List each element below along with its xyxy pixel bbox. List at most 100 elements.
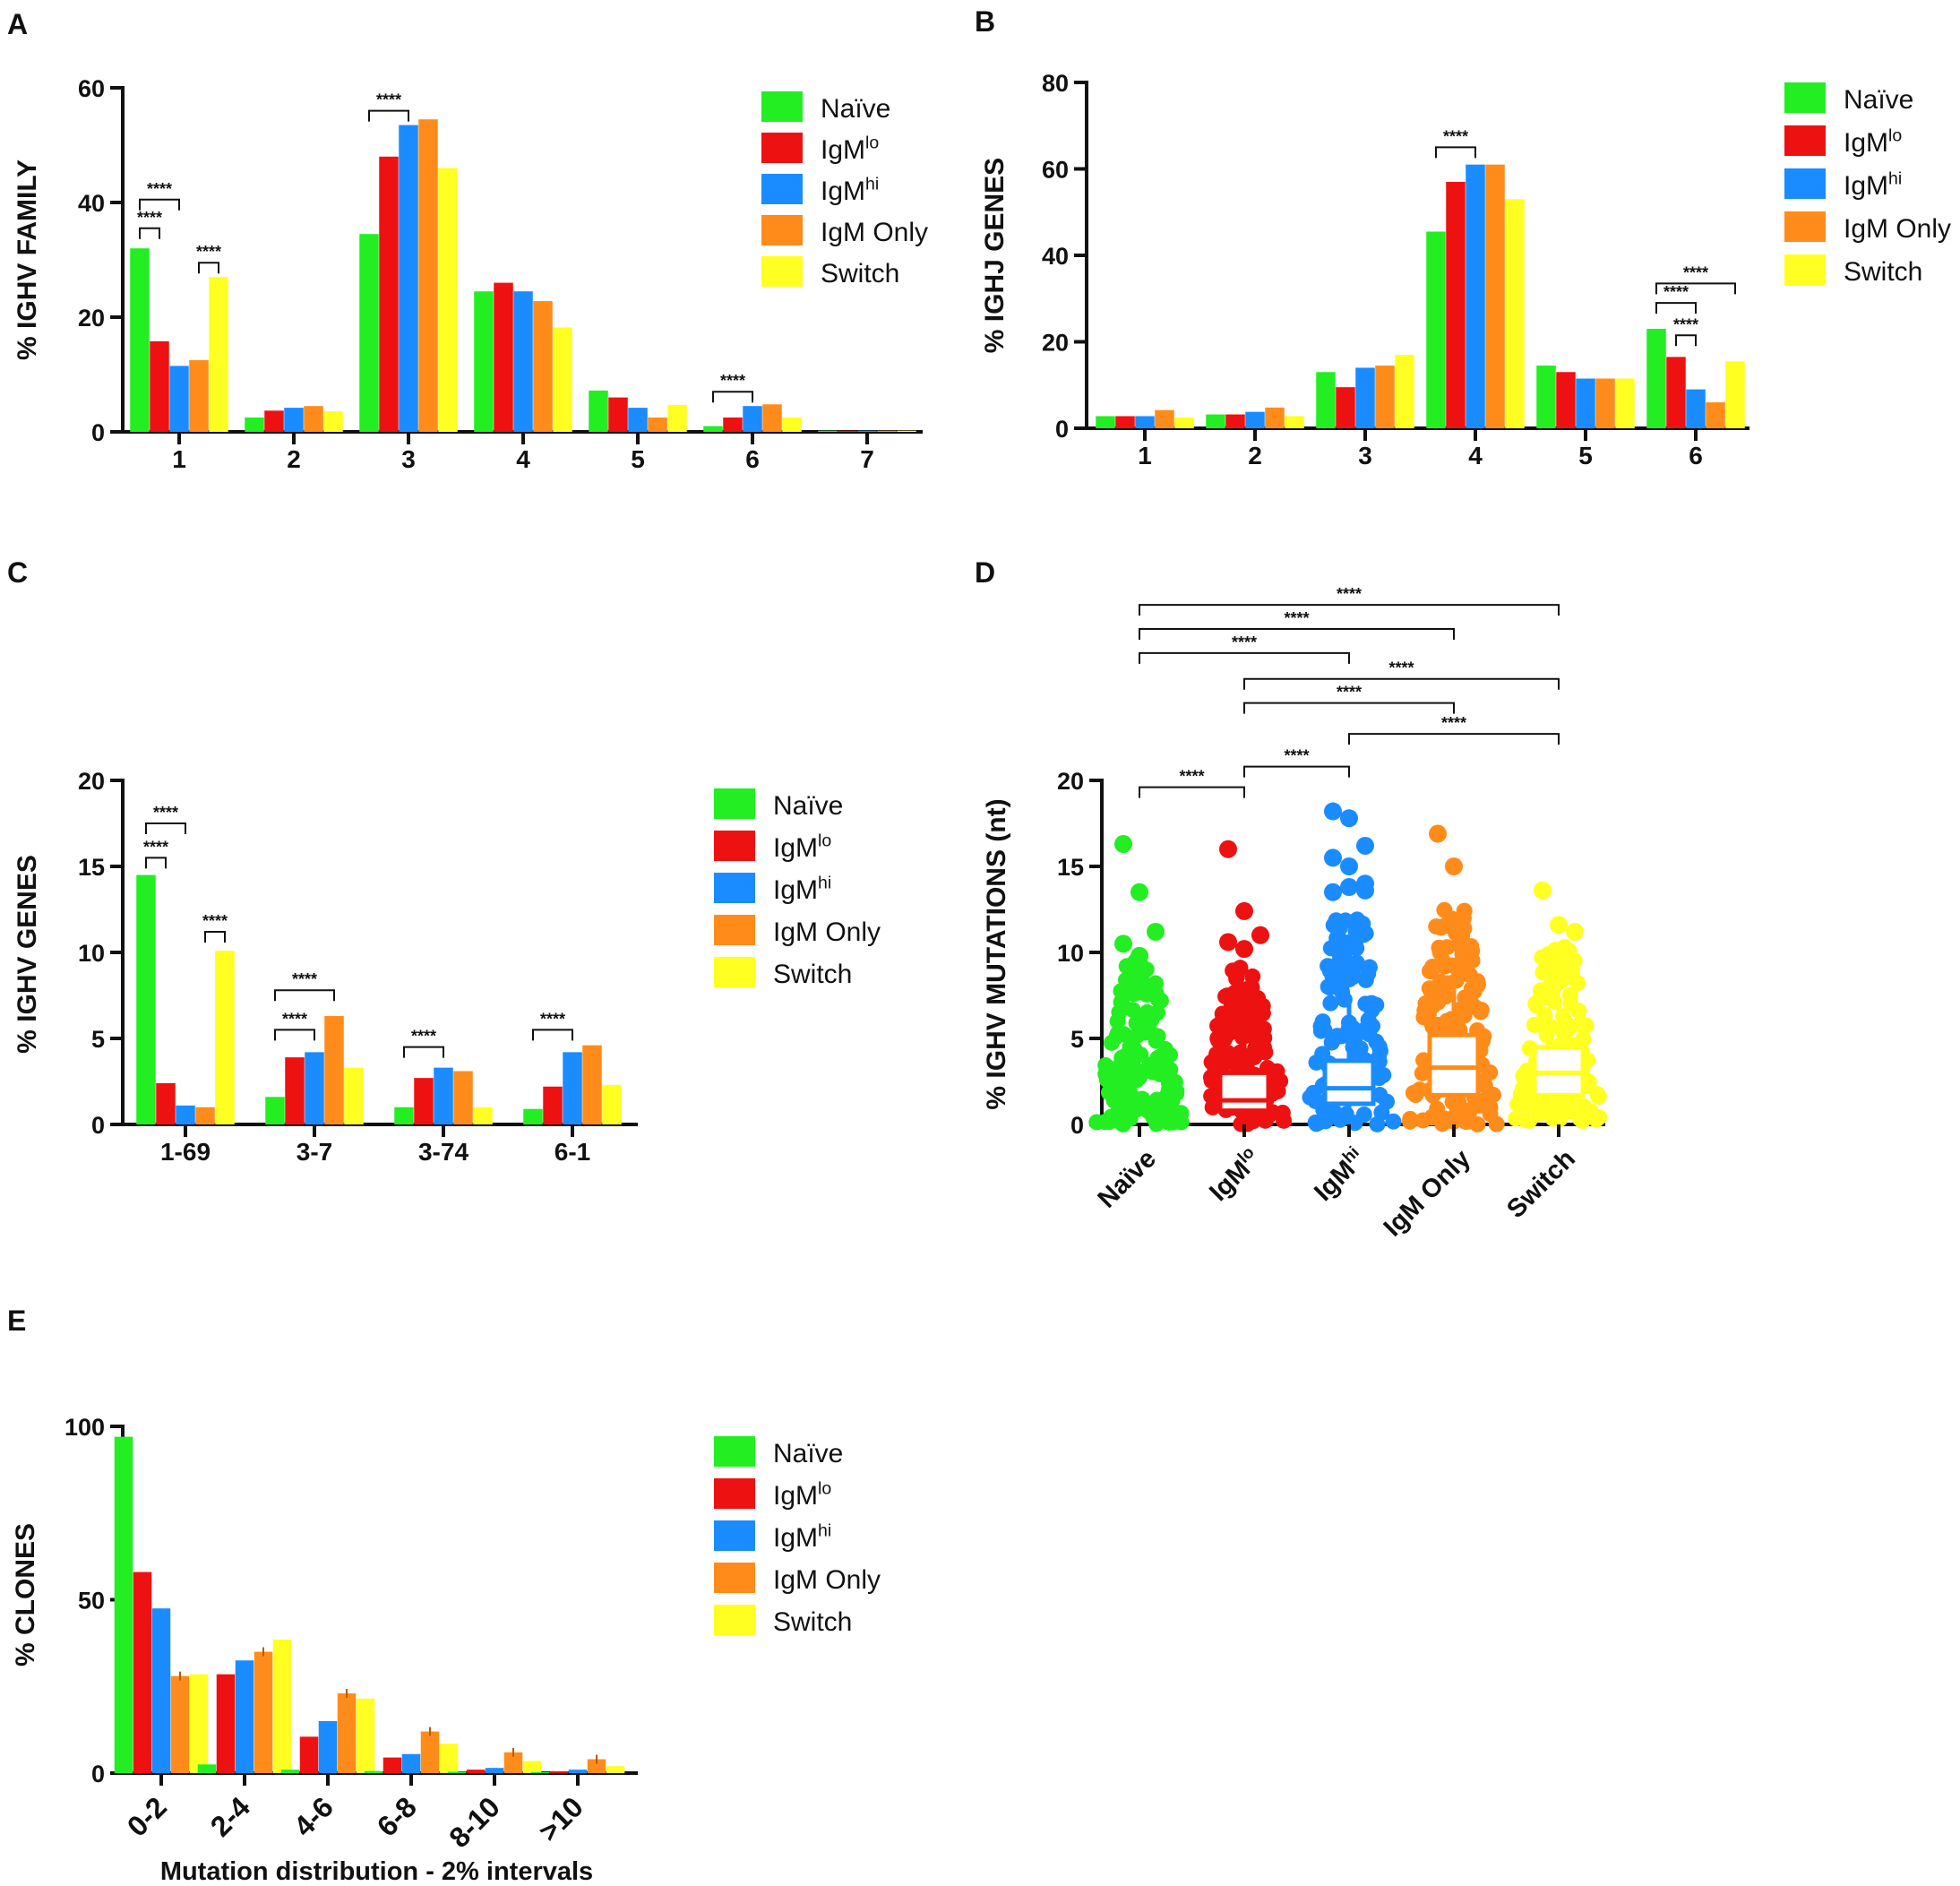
bar-igmhi (401, 1753, 421, 1773)
data-point-igmhi (1371, 1087, 1388, 1104)
bar-igmlo (466, 1770, 486, 1773)
legend-label-igmonly: IgM Only (773, 1565, 881, 1595)
significance-label: **** (1284, 609, 1309, 627)
significance-bracket (532, 1029, 573, 1041)
outlier-point-igmhi (1324, 802, 1342, 821)
bar-igmhi (434, 1067, 453, 1124)
bar-naive (523, 1108, 543, 1124)
data-point-igmhi (1371, 1043, 1388, 1060)
x-tick-label: 3-74 (418, 1138, 469, 1166)
x-tick-label: 2 (1248, 442, 1262, 469)
data-point-igmhi (1361, 1026, 1378, 1043)
significance-bracket (274, 989, 335, 1002)
panel-D: D % IGHV MUTATIONS (nt) 0 5 10 15 20 Naïve IgMlo… (975, 556, 1608, 1243)
legend-swatch-igmonly (761, 215, 803, 245)
bar-igmlo (150, 340, 169, 432)
bar-igmonly (877, 430, 897, 432)
data-point-igmonly (1430, 994, 1447, 1011)
data-point-naive (1132, 1046, 1149, 1064)
bar-switch (1505, 199, 1525, 428)
data-point-switch (1570, 1003, 1587, 1020)
bar-igmlo (838, 430, 857, 432)
data-point-igmlo (1226, 997, 1243, 1014)
data-point-naive (1145, 1109, 1162, 1126)
legend-label-igmhi-sup: hi (818, 874, 831, 893)
data-point-igmonly (1439, 939, 1456, 956)
bar-switch (606, 1766, 625, 1773)
y-tick-label: 10 (78, 940, 105, 967)
legend-label-switch-base: Switch (1844, 257, 1922, 287)
data-point-igmlo (1272, 1072, 1289, 1089)
y-tick-label: 5 (91, 1026, 105, 1053)
bar-igmhi (563, 1052, 582, 1124)
legend-label-switch: Switch (821, 259, 899, 288)
data-point-igmhi (1328, 912, 1345, 929)
x-tick-label-base: Naïve (1093, 1144, 1162, 1213)
y-tick-label: 80 (1042, 70, 1069, 97)
data-point-igmonly (1460, 1105, 1477, 1122)
outlier-point-igmhi (1324, 848, 1342, 867)
x-tick-label: 6 (745, 445, 760, 473)
legend-label-switch: Switch (773, 960, 852, 989)
bar-naive (359, 234, 379, 432)
data-point-igmlo (1243, 978, 1260, 995)
significance-label: **** (1388, 659, 1414, 677)
bar-naive (1426, 231, 1446, 428)
bar-switch (189, 1674, 209, 1773)
bar-igmhi (1135, 416, 1155, 428)
bar-switch (1615, 378, 1635, 428)
x-tick-label: IgMlo (1202, 1142, 1267, 1207)
significance-bracket (139, 227, 160, 239)
legend-label-igmonly-base: IgM Only (773, 1565, 881, 1595)
significance-label: **** (1232, 633, 1257, 651)
bar-igmonly (420, 1731, 440, 1773)
significance-label: **** (1673, 315, 1698, 333)
panel-label: E (7, 1305, 26, 1337)
outlier-point-igmlo (1235, 901, 1253, 920)
y-tick-label: 20 (1057, 768, 1084, 795)
legend-label-igmhi-sup: hi (818, 1521, 831, 1541)
significance-bracket (274, 1029, 315, 1041)
bar-igmonly (1706, 402, 1725, 428)
significance-bracket (1675, 334, 1697, 347)
legend-label-naive-base: Naïve (1844, 85, 1913, 115)
data-point-igmonly (1402, 1110, 1419, 1127)
bar-igmonly (1265, 407, 1285, 428)
outlier-point-igmonly (1445, 857, 1463, 875)
data-point-igmhi (1368, 996, 1385, 1013)
bar-naive (136, 874, 156, 1124)
bar-igmonly (533, 301, 553, 432)
bar-igmhi (284, 408, 304, 432)
outlier-point-igmhi (1340, 809, 1358, 828)
bar-switch (1395, 354, 1414, 428)
x-tick-label: 2 (287, 445, 301, 473)
bar-igmlo (379, 156, 399, 433)
box-igmlo (1217, 1012, 1271, 1124)
bar-igmonly (762, 404, 782, 432)
legend-swatch-igmhi (761, 174, 803, 204)
x-tick-label-base: IgM Only (1379, 1144, 1476, 1242)
bar-switch (1285, 416, 1304, 428)
legend-label-igmonly-base: IgM Only (1844, 214, 1951, 244)
significance-label: **** (202, 912, 228, 930)
legend-swatch-switch (714, 957, 755, 987)
data-point-switch (1576, 1098, 1593, 1115)
y-axis-title: % IGHV FAMILY (13, 159, 42, 360)
significance-label: **** (153, 804, 178, 822)
legend-label-igmhi-base: IgM (773, 875, 818, 905)
significance-label: **** (282, 1010, 307, 1028)
data-point-switch (1509, 1096, 1526, 1113)
x-tick-label: IgMhi (1307, 1142, 1371, 1207)
x-tick-label-base: Switch (1501, 1144, 1581, 1224)
x-tick-label: 8-10 (443, 1790, 506, 1854)
legend-label-naive-base: Naïve (773, 1439, 843, 1468)
bar-igmhi (1355, 367, 1375, 428)
legend-swatch-naive (761, 91, 803, 122)
y-tick-label: 15 (78, 854, 105, 881)
bar-switch (438, 168, 458, 432)
data-point-igmhi (1355, 1106, 1372, 1123)
outlier-point-igmhi (1356, 881, 1374, 900)
significance-bracket (1139, 651, 1350, 664)
bar-naive (394, 1107, 414, 1124)
outlier-point-naive (1130, 946, 1148, 965)
